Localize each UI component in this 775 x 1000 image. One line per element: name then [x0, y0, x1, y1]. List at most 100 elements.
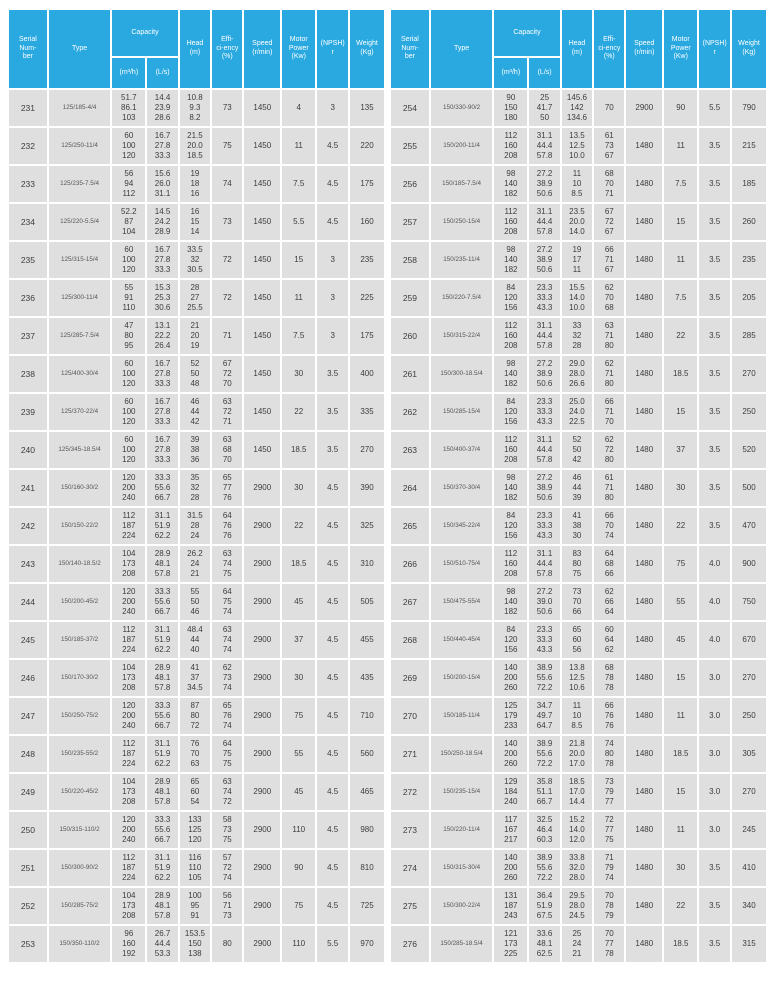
header-capacity-ls: (L/s) — [529, 58, 560, 88]
cell-eff: 72 — [212, 242, 243, 278]
cell-npsh: 4.5 — [317, 850, 349, 886]
cell-serial: 263 — [391, 432, 429, 468]
table-row: 239 125/370-22/4 60 100 120 16.7 27.8 33.3 4… — [9, 394, 384, 430]
cell-eff: 63 72 71 — [212, 394, 243, 430]
table-row: 242 150/150-22/2 112 187 224 31.1 51.9 62.2… — [9, 508, 384, 544]
cell-head: 29.5 28.0 24.5 — [561, 888, 593, 924]
header-capacity: Capacity — [112, 10, 178, 56]
cell-type: 150/200-15/4 — [430, 660, 493, 696]
cell-head: 116 110 105 — [179, 850, 211, 886]
cell-m3h: 120 200 240 — [112, 584, 146, 620]
cell-ls: 27.2 38.9 50.6 — [529, 166, 560, 202]
cell-weight: 235 — [732, 242, 766, 278]
cell-power: 30 — [664, 850, 698, 886]
cell-speed: 2900 — [244, 774, 281, 810]
cell-weight: 260 — [732, 204, 766, 240]
table-row: 270 150/185-11/4 125 179 233 34.7 49.7 64.7… — [391, 698, 766, 734]
cell-type: 125/370-22/4 — [48, 394, 111, 430]
cell-m3h: 140 200 260 — [494, 736, 528, 772]
cell-eff: 62 73 74 — [212, 660, 243, 696]
cell-speed: 1480 — [626, 470, 663, 506]
cell-weight: 500 — [732, 470, 766, 506]
table-row: 264 150/370-30/4 98 140 182 27.2 38.9 50.6 4… — [391, 470, 766, 506]
table-row: 234 125/220-5.5/4 52.2 87 104 14.5 24.2 28.… — [9, 204, 384, 240]
cell-npsh: 3.0 — [699, 698, 731, 734]
cell-weight: 285 — [732, 318, 766, 354]
cell-m3h: 129 184 240 — [494, 774, 528, 810]
cell-weight: 410 — [732, 850, 766, 886]
cell-speed: 1450 — [244, 356, 281, 392]
cell-speed: 1480 — [626, 128, 663, 164]
cell-speed: 2900 — [244, 736, 281, 772]
cell-speed: 1480 — [626, 888, 663, 924]
table-row: 265 150/345-22/4 84 120 156 23.3 33.3 43.3 4… — [391, 508, 766, 544]
cell-serial: 258 — [391, 242, 429, 278]
cell-weight: 980 — [350, 812, 384, 848]
cell-npsh: 4.5 — [317, 546, 349, 582]
cell-head: 35 32 28 — [179, 470, 211, 506]
cell-serial: 241 — [9, 470, 47, 506]
cell-ls: 27.2 38.9 50.6 — [529, 242, 560, 278]
cell-npsh: 5.5 — [317, 926, 349, 962]
cell-speed: 1480 — [626, 660, 663, 696]
cell-npsh: 3.5 — [699, 280, 731, 316]
cell-serial: 265 — [391, 508, 429, 544]
cell-power: 75 — [282, 698, 316, 734]
table-row: 251 150/300-90/2 112 187 224 31.1 51.9 62.2… — [9, 850, 384, 886]
cell-ls: 28.9 48.1 57.8 — [147, 546, 178, 582]
table-row: 257 150/250-15/4 112 160 208 31.1 44.4 57.8… — [391, 204, 766, 240]
cell-npsh: 3.5 — [699, 356, 731, 392]
cell-power: 22 — [664, 888, 698, 924]
cell-eff: 74 — [212, 166, 243, 202]
cell-ls: 32.5 46.4 60.3 — [529, 812, 560, 848]
cell-ls: 36.4 51.9 67.5 — [529, 888, 560, 924]
cell-type: 150/220-11/4 — [430, 812, 493, 848]
cell-m3h: 84 120 156 — [494, 622, 528, 658]
cell-npsh: 4.5 — [317, 470, 349, 506]
cell-eff: 66 76 76 — [594, 698, 625, 734]
table-row: 231 125/185-4/4 51.7 86.1 103 14.4 23.9 28.… — [9, 90, 384, 126]
cell-npsh: 3.5 — [699, 242, 731, 278]
cell-eff: 74 80 78 — [594, 736, 625, 772]
cell-m3h: 60 100 120 — [112, 242, 146, 278]
cell-power: 15 — [664, 774, 698, 810]
cell-eff: 60 64 62 — [594, 622, 625, 658]
cell-head: 100 95 91 — [179, 888, 211, 924]
cell-speed: 1480 — [626, 356, 663, 392]
cell-head: 29.0 28.0 26.6 — [561, 356, 593, 392]
table-row: 241 150/160-30/2 120 200 240 33.3 55.6 66.7… — [9, 470, 384, 506]
cell-power: 22 — [664, 508, 698, 544]
cell-weight: 340 — [732, 888, 766, 924]
cell-head: 26.2 24 21 — [179, 546, 211, 582]
cell-m3h: 112 187 224 — [112, 850, 146, 886]
cell-m3h: 112 160 208 — [494, 318, 528, 354]
table-row: 248 150/235-55/2 112 187 224 31.1 51.9 62.2… — [9, 736, 384, 772]
cell-type: 150/300-22/4 — [430, 888, 493, 924]
table-row: 236 125/300-11/4 55 91 110 15.3 25.3 30.6 28… — [9, 280, 384, 316]
table-row: 235 125/315-15/4 60 100 120 16.7 27.8 33.3 3… — [9, 242, 384, 278]
cell-power: 110 — [282, 926, 316, 962]
cell-npsh: 3.0 — [699, 736, 731, 772]
header-type: Type — [48, 10, 111, 88]
cell-speed: 1450 — [244, 394, 281, 430]
header-motor-power: Motor Power (Kw) — [664, 10, 698, 88]
cell-eff: 62 71 80 — [594, 356, 625, 392]
cell-type: 150/250-75/2 — [48, 698, 111, 734]
table-row: 267 150/475-55/4 98 140 182 27.2 39.0 50.6 7… — [391, 584, 766, 620]
cell-ls: 38.9 55.6 72.2 — [529, 660, 560, 696]
cell-m3h: 56 94 112 — [112, 166, 146, 202]
cell-head: 55 50 46 — [179, 584, 211, 620]
cell-serial: 247 — [9, 698, 47, 734]
cell-speed: 1450 — [244, 204, 281, 240]
cell-speed: 1480 — [626, 280, 663, 316]
cell-ls: 13.1 22.2 26.4 — [147, 318, 178, 354]
cell-power: 11 — [664, 698, 698, 734]
cell-serial: 253 — [9, 926, 47, 962]
cell-power: 18.5 — [664, 926, 698, 962]
cell-serial: 267 — [391, 584, 429, 620]
cell-type: 150/285-15/4 — [430, 394, 493, 430]
cell-type: 150/315-30/4 — [430, 850, 493, 886]
header-capacity-m3h: (m³/h) — [494, 58, 528, 88]
cell-m3h: 112 187 224 — [112, 622, 146, 658]
cell-head: 19 18 16 — [179, 166, 211, 202]
